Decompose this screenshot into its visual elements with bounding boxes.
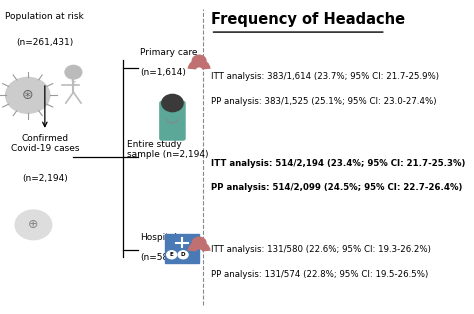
Circle shape — [192, 55, 206, 66]
Text: E: E — [170, 252, 173, 257]
Circle shape — [192, 237, 206, 248]
Text: PP analysis: 383/1,525 (25.1%; 95% CI: 23.0-27.4%): PP analysis: 383/1,525 (25.1%; 95% CI: 2… — [210, 97, 436, 106]
Text: ⊛: ⊛ — [22, 88, 34, 102]
Text: (n=580): (n=580) — [140, 253, 178, 262]
Text: PP analysis: 514/2,099 (24.5%; 95% CI: 22.7-26.4%): PP analysis: 514/2,099 (24.5%; 95% CI: 2… — [210, 183, 462, 192]
Text: Population at risk: Population at risk — [6, 12, 84, 21]
Text: D: D — [181, 252, 185, 257]
Bar — [165, 234, 199, 263]
Text: (n=1,614): (n=1,614) — [140, 68, 186, 77]
Text: Confirmed
Covid-19 cases: Confirmed Covid-19 cases — [10, 134, 79, 153]
Circle shape — [6, 78, 50, 113]
FancyBboxPatch shape — [160, 101, 185, 140]
Circle shape — [162, 95, 183, 112]
Text: (n=261,431): (n=261,431) — [16, 38, 73, 47]
Circle shape — [65, 65, 82, 79]
Text: (n=2,194): (n=2,194) — [22, 174, 68, 183]
Circle shape — [167, 251, 177, 259]
Text: ITT analysis: 383/1,614 (23.7%; 95% CI: 21.7-25.9%): ITT analysis: 383/1,614 (23.7%; 95% CI: … — [210, 72, 438, 81]
Text: Hospital: Hospital — [140, 233, 177, 241]
Text: Frequency of Headache: Frequency of Headache — [210, 12, 405, 27]
Text: PP analysis: 131/574 (22.8%; 95% CI: 19.5-26.5%): PP analysis: 131/574 (22.8%; 95% CI: 19.… — [210, 270, 428, 279]
Text: ITT analysis: 131/580 (22.6%; 95% CI: 19.3-26.2%): ITT analysis: 131/580 (22.6%; 95% CI: 19… — [210, 245, 430, 254]
Text: ITT analysis: 514/2,194 (23.4%; 95% CI: 21.7-25.3%): ITT analysis: 514/2,194 (23.4%; 95% CI: … — [210, 159, 465, 168]
Text: Primary care: Primary care — [140, 47, 198, 57]
Text: Entire study
sample (n=2,194): Entire study sample (n=2,194) — [127, 140, 208, 160]
Circle shape — [178, 251, 188, 259]
Text: ⚕: ⚕ — [71, 78, 76, 88]
Text: ⊕: ⊕ — [28, 218, 39, 231]
Circle shape — [15, 210, 52, 240]
